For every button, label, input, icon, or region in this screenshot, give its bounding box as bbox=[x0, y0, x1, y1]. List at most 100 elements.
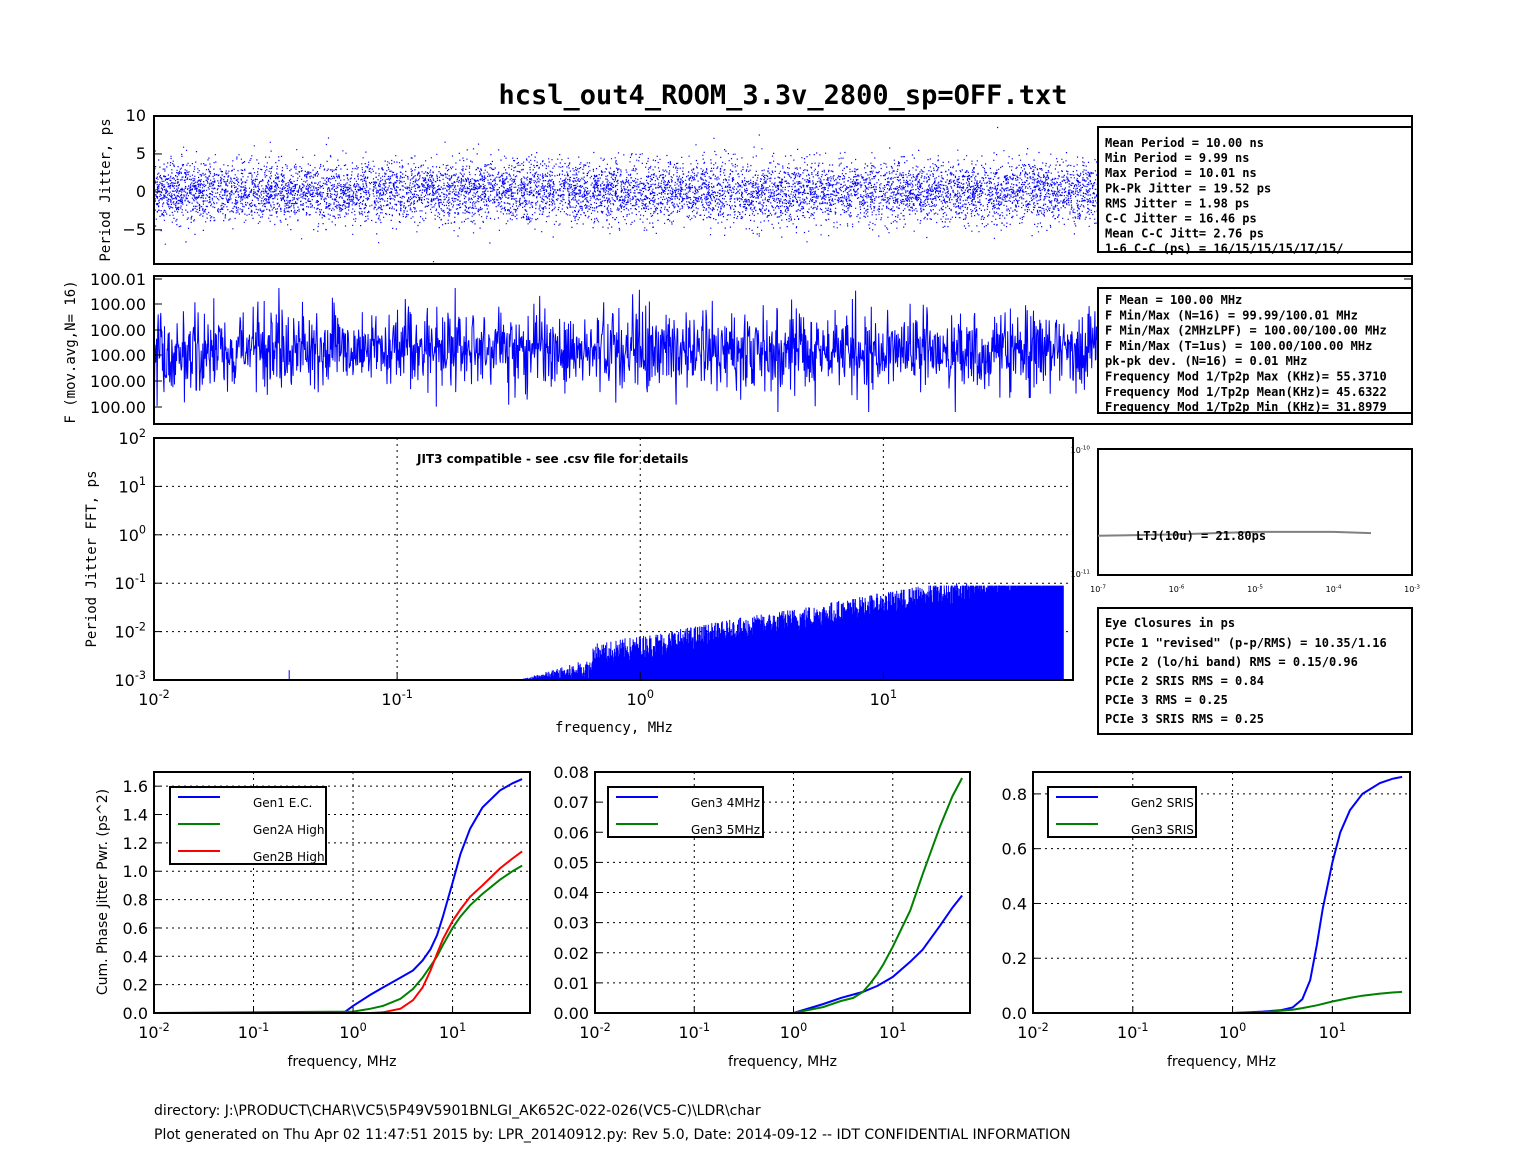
cum-xtick-label: 101 bbox=[1319, 1021, 1346, 1042]
cum-ytick-label: 0.02 bbox=[553, 944, 589, 963]
period-stat-line: Min Period = 9.99 ns bbox=[1105, 151, 1250, 165]
cum-xlabel: frequency, MHz bbox=[287, 1054, 396, 1070]
fft-ylabel: Period Jitter FFT, ps bbox=[84, 470, 100, 647]
cum-xtick-label: 10-1 bbox=[1117, 1021, 1149, 1042]
period-stat-line: C-C Jitter = 16.46 ps bbox=[1105, 212, 1257, 226]
ltj-xtick-label: 10-5 bbox=[1247, 584, 1263, 594]
eye-closures-box bbox=[1097, 607, 1413, 735]
freq-stat-line: F Min/Max (T=1us) = 100.00/100.00 MHz bbox=[1105, 339, 1372, 353]
cum-ytick-label: 0.8 bbox=[1002, 785, 1027, 804]
cum-ytick-label: 1.0 bbox=[123, 862, 148, 881]
freq-ytick-label: 100.00 bbox=[90, 346, 146, 365]
cum-legend-label: Gen3 5MHz bbox=[691, 823, 760, 837]
cum-series-line bbox=[153, 864, 523, 1014]
period-stat-line: Pk-Pk Jitter = 19.52 ps bbox=[1105, 181, 1271, 195]
cum-xtick-label: 100 bbox=[1219, 1021, 1246, 1042]
cum-series-line bbox=[154, 778, 523, 1014]
ltj-ytick-label: 10-10 bbox=[1071, 445, 1091, 455]
period-ytick-label: 10 bbox=[126, 106, 146, 125]
chart-title: hcsl_out4_ROOM_3.3v_2800_sp=OFF.txt bbox=[499, 80, 1068, 111]
frequency-panel: 100.01 100.00 100.00 100.00 100.00 100.00 F (… bbox=[63, 270, 1413, 425]
freq-stat-line: F Mean = 100.00 MHz bbox=[1105, 293, 1242, 307]
period-jitter-panel: 10 5 0 −5 Period Jitter, ps Mean Period = 1… bbox=[98, 106, 1413, 265]
freq-ytick-label: 100.01 bbox=[90, 270, 146, 289]
fft-ytick-label: 10-3 bbox=[114, 669, 146, 690]
freq-stat-line: Frequency Mod 1/Tp2p Max (KHz)= 55.3710 bbox=[1105, 370, 1387, 384]
freq-ytick-label: 100.00 bbox=[90, 398, 146, 417]
cum-ytick-label: 0.07 bbox=[553, 793, 589, 812]
period-jitter-scatter bbox=[154, 126, 1099, 263]
cum-series-line bbox=[154, 850, 523, 1014]
frequency-trace bbox=[153, 287, 1099, 413]
period-jitter-ylabel: Period Jitter, ps bbox=[98, 118, 114, 261]
cum-legend-label: Gen1 E.C. bbox=[253, 796, 312, 810]
cum-ytick-label: 0.4 bbox=[123, 947, 148, 966]
cum-ytick-label: 1.6 bbox=[123, 777, 148, 796]
period-ytick-label: −5 bbox=[122, 220, 146, 239]
cum-axes bbox=[594, 771, 971, 1014]
cum-ytick-label: 0.8 bbox=[123, 891, 148, 910]
ltj-label: LTJ(10u) = 21.80ps bbox=[1136, 529, 1266, 543]
cum-series-line bbox=[595, 777, 963, 1014]
cum-ytick-label: 0.6 bbox=[123, 919, 148, 938]
frequency-stats-box bbox=[1097, 287, 1413, 414]
freq-stat-line: pk-pk dev. (N=16) = 0.01 MHz bbox=[1105, 354, 1307, 368]
ltj-xtick-label: 10-4 bbox=[1326, 584, 1342, 594]
cum-ytick-label: 1.4 bbox=[123, 806, 148, 825]
cum-legend-label: Gen3 4MHz bbox=[691, 796, 760, 810]
cum-ytick-label: 0.05 bbox=[553, 853, 589, 872]
ltj-ytick-label: 10-11 bbox=[1071, 569, 1091, 579]
period-jitter-points bbox=[154, 126, 1099, 263]
period-stat-line: Mean C-C Jitt= 2.76 ps bbox=[1105, 227, 1264, 241]
fft-xtick-label: 101 bbox=[870, 688, 897, 709]
cum-legend-box bbox=[607, 786, 764, 838]
fft-annotation: JIT3 compatible - see .csv file for deta… bbox=[416, 452, 688, 466]
cum-ytick-label: 0.2 bbox=[123, 976, 148, 995]
fft-ytick-label: 102 bbox=[119, 427, 146, 448]
fft-xlabel: frequency, MHz bbox=[555, 720, 673, 736]
eye-closures-title: Eye Closures in ps bbox=[1105, 616, 1235, 630]
freq-stat-line: F Min/Max (2MHzLPF) = 100.00/100.00 MHz bbox=[1105, 324, 1387, 338]
fft-xtick-label: 10-2 bbox=[138, 688, 170, 709]
fft-xtick-label: 10-1 bbox=[381, 688, 413, 709]
cum-ytick-label: 0.06 bbox=[553, 823, 589, 842]
freq-stat-line: Frequency Mod 1/Tp2p Mean(KHz)= 45.6322 bbox=[1105, 385, 1387, 399]
cum-xtick-label: 101 bbox=[879, 1021, 906, 1042]
ltj-xtick-label: 10-6 bbox=[1169, 584, 1185, 594]
period-ytick-label: 5 bbox=[136, 144, 146, 163]
cum-legend-label: Gen3 SRIS bbox=[1131, 823, 1194, 837]
cum-xtick-label: 10-1 bbox=[238, 1021, 270, 1042]
cum-axes bbox=[1032, 771, 1411, 1014]
fft-ytick-label: 10-1 bbox=[114, 572, 146, 593]
period-stat-line: RMS Jitter = 1.98 ps bbox=[1105, 196, 1250, 210]
freq-stat-line: F Min/Max (N=16) = 99.99/100.01 MHz bbox=[1105, 308, 1358, 322]
cum-ytick-label: 0.6 bbox=[1002, 840, 1027, 859]
cum-xtick-label: 100 bbox=[780, 1021, 807, 1042]
cum-xlabel: frequency, MHz bbox=[728, 1054, 837, 1070]
cum-ytick-label: 0.08 bbox=[553, 763, 589, 782]
period-stat-line: Mean Period = 10.00 ns bbox=[1105, 136, 1264, 150]
cum-ylabel: Cum. Phase Jitter Pwr. (ps^2) bbox=[95, 789, 111, 995]
cum-plot-2: 0.00 0.01 0.02 0.03 0.04 0.05 0.06 0.07 0.08 10-2… bbox=[553, 763, 971, 1070]
frequency-ylabel: F (mov.avg,N= 16) bbox=[63, 280, 79, 423]
cum-legend-label: Gen2 SRIS bbox=[1131, 796, 1194, 810]
cum-ytick-label: 0.0 bbox=[1002, 1004, 1027, 1023]
eye-closure-row: PCIe 2 SRIS RMS = 0.84 bbox=[1105, 674, 1264, 688]
eye-closure-row: PCIe 3 RMS = 0.25 bbox=[1105, 693, 1228, 707]
footer-generated: Plot generated on Thu Apr 02 11:47:51 20… bbox=[154, 1127, 1071, 1143]
cum-plot-3: 0.0 0.2 0.4 0.6 0.8 10-2 10-1 100 101 frequency, … bbox=[1002, 771, 1411, 1070]
period-ytick-label: 0 bbox=[136, 182, 146, 201]
ltj-line bbox=[1097, 530, 1372, 537]
cum-legend-label: Gen2B High bbox=[253, 850, 325, 864]
cum-ytick-label: 0.04 bbox=[553, 884, 589, 903]
freq-ytick-label: 100.00 bbox=[90, 321, 146, 340]
ltj-xtick-label: 10-7 bbox=[1090, 584, 1106, 594]
cum-xtick-label: 10-2 bbox=[1017, 1021, 1049, 1042]
cumulative-jitter-plots: 0.0 0.2 0.4 0.6 0.8 1.0 1.2 1.4 1.6 10-2 10-1 100 10… bbox=[123, 763, 1411, 1070]
cum-xtick-label: 10-2 bbox=[579, 1021, 611, 1042]
cum-ytick-label: 0.00 bbox=[553, 1004, 589, 1023]
ltj-panel: LTJ(10u) = 21.80ps 10-7 10-6 10-5 10-4 10-3 1… bbox=[1071, 445, 1421, 594]
fft-ytick-label: 100 bbox=[119, 524, 146, 545]
cum-xtick-label: 101 bbox=[439, 1021, 466, 1042]
